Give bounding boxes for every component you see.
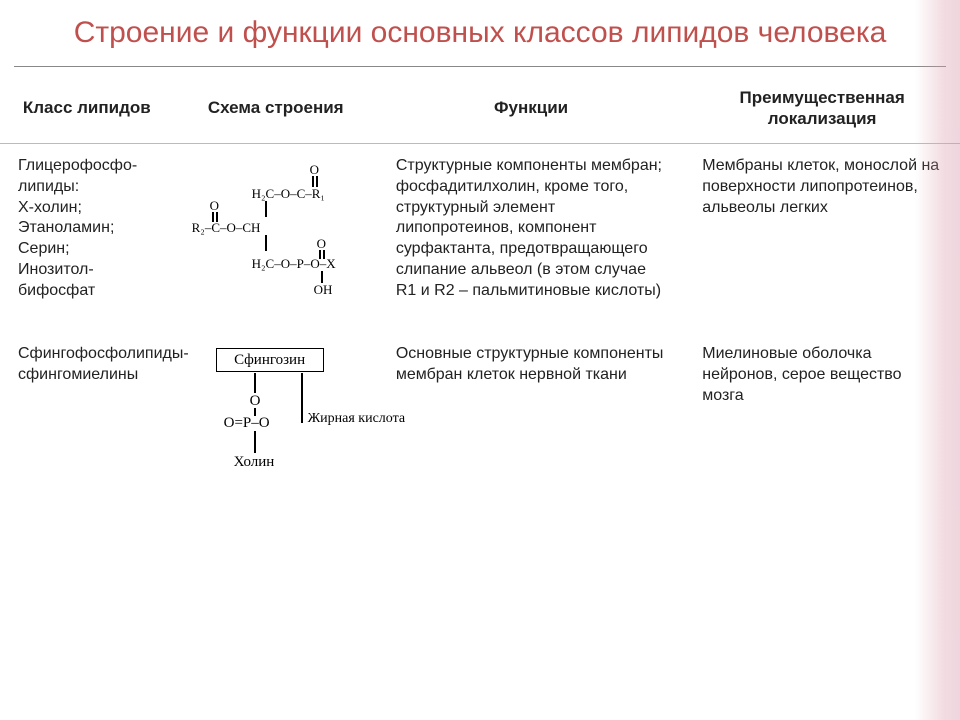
cell-functions: Структурные компоненты мембран; фосфадит… [378, 144, 684, 333]
bond [254, 373, 256, 393]
label-opo: O=P–O [224, 414, 270, 434]
cell-structure: Сфингозин O O=P–O Жирная кислота Холин [174, 332, 378, 506]
bond [301, 373, 303, 423]
cell-structure: O H₂C–O–C–R₁ O R₂–C–O–CH O [174, 144, 378, 333]
title-rule [14, 66, 946, 67]
header-localization: Преимущественная локализация [684, 75, 960, 144]
cell-localization: Мембраны клеток, монослой на поверхности… [684, 144, 960, 333]
cell-localization: Миелиновые оболочка нейронов, серое веще… [684, 332, 960, 506]
label-oh: OH [314, 282, 333, 299]
cell-functions: Основные структурные компоненты мембран … [378, 332, 684, 506]
table-row: Сфингофосфолипиды-сфингомиелины Сфингози… [0, 332, 960, 506]
label-h2c-top: H₂C–O–C–R₁ [252, 186, 325, 203]
sphingomyelin-diagram: Сфингозин O O=P–O Жирная кислота Холин [196, 346, 386, 496]
label-r2: R₂–C–O–CH [192, 220, 261, 237]
label-choline: Холин [234, 453, 275, 473]
table-row: Глицерофосфо-липиды: Х-холин; Этаноламин… [0, 144, 960, 333]
cell-class: Глицерофосфо-липиды: Х-холин; Этаноламин… [0, 144, 174, 333]
cell-class: Сфингофосфолипиды-сфингомиелины [0, 332, 174, 506]
bond [265, 201, 267, 217]
header-structure: Схема строения [174, 75, 378, 144]
header-functions: Функции [378, 75, 684, 144]
glycerophospholipid-diagram: O H₂C–O–C–R₁ O R₂–C–O–CH O [192, 162, 372, 322]
table-header-row: Класс липидов Схема строения Функции Пре… [0, 75, 960, 144]
label-h2c-bot: H₂C–O–P–O–X [252, 256, 336, 273]
bond [265, 235, 267, 251]
header-class: Класс липидов [0, 75, 174, 144]
lipids-table: Класс липидов Схема строения Функции Пре… [0, 75, 960, 507]
bond [254, 431, 256, 453]
sphingosine-box: Сфингозин [216, 348, 324, 372]
page-title: Строение и функции основных классов липи… [0, 0, 960, 62]
